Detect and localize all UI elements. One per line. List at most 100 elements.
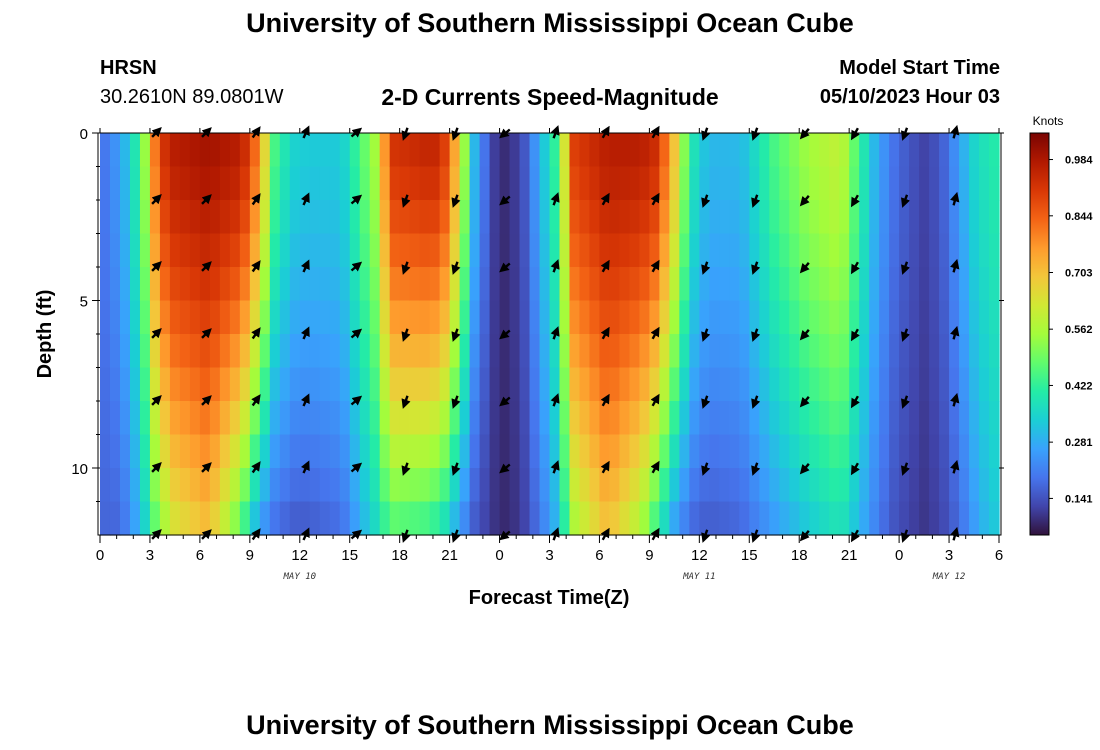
- current-vector-arrow: [950, 124, 960, 139]
- heatmap-cell: [169, 133, 181, 168]
- heatmap-cell: [529, 401, 541, 436]
- current-vector-arrow: [251, 528, 261, 541]
- heatmap-cell: [559, 133, 571, 168]
- current-vector-arrow: [650, 125, 660, 139]
- heatmap-cell: [639, 468, 650, 503]
- heatmap-cell: [349, 401, 361, 436]
- heatmap-cell: [809, 300, 820, 335]
- current-vector-arrow: [799, 329, 810, 341]
- heatmap-cell: [519, 334, 531, 369]
- colorbar-unit-label: Knots: [1033, 114, 1064, 128]
- heatmap-cell: [489, 434, 501, 469]
- heatmap-cell: [969, 200, 980, 235]
- heatmap-cell: [699, 334, 710, 369]
- heatmap-cell: [299, 501, 311, 536]
- current-vector-arrow: [799, 128, 810, 140]
- heatmap-cell: [779, 334, 790, 369]
- heatmap-cell: [289, 501, 301, 536]
- heatmap-cell: [519, 434, 531, 469]
- heatmap-cell: [269, 367, 281, 402]
- heatmap-cell: [789, 367, 800, 402]
- heatmap-cell: [299, 434, 311, 469]
- heatmap-cell: [729, 401, 740, 436]
- heatmap-cell: [659, 334, 670, 369]
- heatmap-cell: [979, 401, 990, 436]
- heatmap-cell: [489, 300, 501, 335]
- heatmap-cell: [709, 300, 720, 335]
- heatmap-cell: [859, 468, 870, 503]
- heatmap-cell: [449, 401, 461, 436]
- heatmap-cell: [469, 200, 481, 235]
- heatmap-cell: [889, 367, 900, 402]
- heatmap-cell: [919, 200, 930, 235]
- heatmap-cell: [479, 133, 491, 168]
- heatmap-cell: [749, 334, 760, 369]
- heatmap-cell: [100, 468, 111, 503]
- heatmap-cell: [749, 501, 760, 536]
- heatmap-cell: [749, 300, 760, 335]
- heatmap-cell: [409, 300, 421, 335]
- x-tick-label: 21: [441, 547, 458, 564]
- heatmap-cell: [799, 401, 810, 436]
- heatmap-cell: [149, 401, 161, 436]
- heatmap-cell: [509, 300, 521, 335]
- heatmap-cell: [159, 233, 171, 268]
- heatmap-cell: [899, 501, 910, 536]
- heatmap-cell: [969, 233, 980, 268]
- current-vector-arrow: [650, 192, 660, 206]
- heatmap-cell: [719, 166, 730, 201]
- heatmap-cell: [849, 267, 860, 302]
- heatmap-cell: [109, 166, 121, 201]
- current-vector-arrow: [950, 258, 960, 273]
- heatmap-cell: [739, 200, 750, 235]
- heatmap-cell: [739, 501, 750, 536]
- heatmap-cell: [219, 133, 231, 168]
- heatmap-cell: [819, 133, 830, 168]
- heatmap-cell: [939, 267, 950, 302]
- current-vector-arrow: [401, 127, 411, 141]
- heatmap-cell: [939, 200, 950, 235]
- heatmap-cell: [109, 300, 121, 335]
- heatmap-cell: [469, 501, 481, 536]
- current-vector-arrow: [600, 259, 610, 273]
- heatmap-cell: [579, 334, 591, 369]
- heatmap-cell: [679, 434, 690, 469]
- heatmap-cell: [749, 434, 760, 469]
- heatmap-cell: [509, 267, 521, 302]
- heatmap-cell: [239, 300, 251, 335]
- heatmap-cell: [719, 233, 730, 268]
- current-vector-arrow: [701, 127, 711, 141]
- heatmap-cell: [849, 468, 860, 503]
- heatmap-cell: [359, 468, 371, 503]
- heatmap-cell: [459, 334, 471, 369]
- current-vector-arrow: [401, 194, 411, 208]
- heatmap-cell: [489, 468, 501, 503]
- heatmap-cell: [149, 133, 161, 168]
- current-vector-arrow: [701, 194, 711, 208]
- heatmap-cell: [429, 200, 441, 235]
- heatmap-cell: [939, 434, 950, 469]
- heatmap-cell: [909, 166, 920, 201]
- heatmap-cell: [419, 200, 431, 235]
- heatmap-cell: [439, 367, 451, 402]
- heatmap-cell: [469, 334, 481, 369]
- x-tick-label: 21: [841, 547, 858, 564]
- heatmap-cell: [699, 468, 710, 503]
- heatmap-cell: [769, 133, 780, 168]
- heatmap-cell: [759, 267, 770, 302]
- heatmap-cell: [129, 501, 141, 536]
- heatmap-cell: [909, 501, 920, 536]
- heatmap-cell: [579, 267, 591, 302]
- heatmap-cell: [649, 300, 660, 335]
- heatmap-cell: [239, 468, 251, 503]
- x-tick-label: 12: [691, 547, 708, 564]
- heatmap-cell: [709, 200, 720, 235]
- heatmap-cell: [339, 133, 351, 168]
- heatmap-cell: [629, 468, 640, 503]
- heatmap-cell: [699, 501, 710, 536]
- heatmap-cell: [919, 300, 930, 335]
- heatmap-cell: [869, 166, 880, 201]
- heatmap-cell: [209, 200, 221, 235]
- heatmap-cell: [649, 367, 660, 402]
- heatmap-cell: [659, 233, 670, 268]
